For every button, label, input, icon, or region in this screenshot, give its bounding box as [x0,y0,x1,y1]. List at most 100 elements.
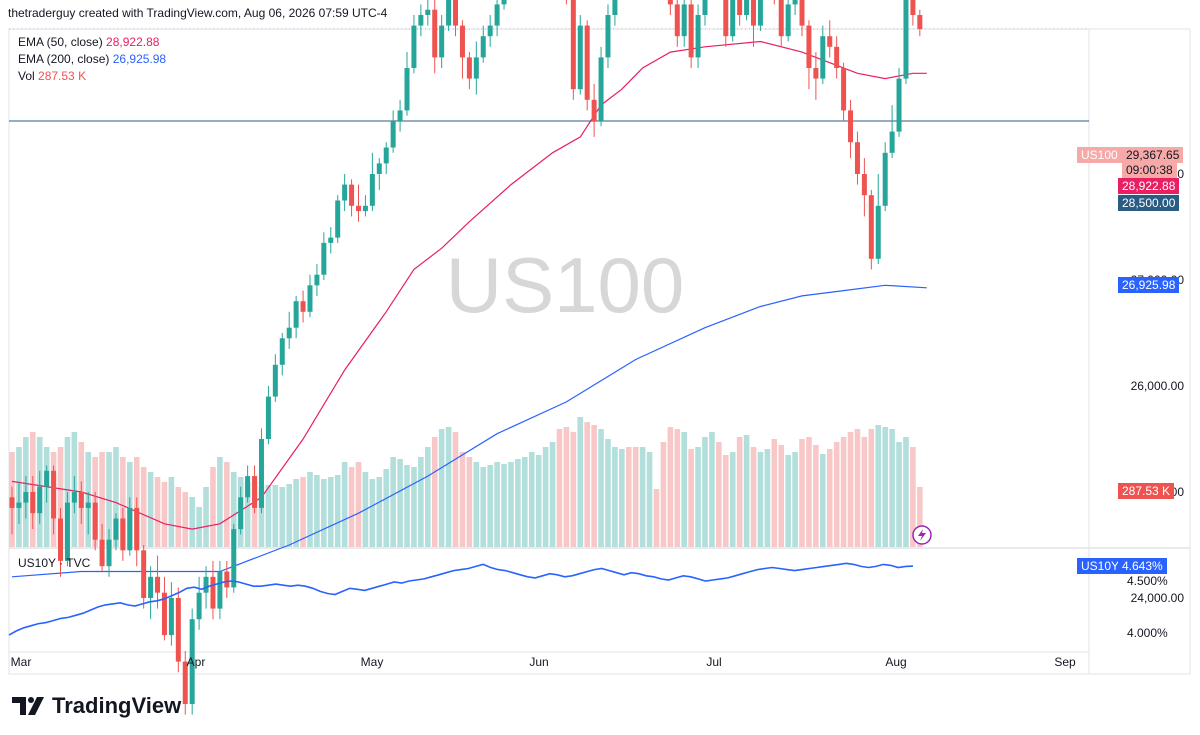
candle-body [321,242,327,275]
volume-bar [154,477,161,547]
candle [9,486,15,535]
volume-bar [390,457,396,547]
volume-bar [452,432,459,547]
volume-bar [528,452,535,547]
candle [16,481,22,524]
volume-bar [515,459,521,547]
chart-frame [8,28,1191,675]
volume-bar [480,467,487,547]
volume-bar [57,447,64,547]
candle [834,36,840,79]
candle-body [293,301,299,328]
legend-vol-label: Vol [18,69,35,83]
candle-body [245,476,251,498]
candle [362,195,368,217]
candle-body [120,518,126,551]
legend-ema200-value: 26,925.98 [112,52,167,66]
candle-body [834,46,840,68]
candle-body [134,507,140,551]
volume-bar [307,472,313,547]
volume-bar [501,464,507,547]
alert-icon[interactable] [912,525,932,545]
candle [820,25,826,84]
candle [854,131,860,185]
candle-body [446,0,452,26]
candle [71,476,77,514]
candle [127,497,133,556]
candle [723,0,729,47]
volume-bar [910,447,916,547]
volume-bar [820,454,826,547]
candle-body [688,4,694,58]
price-axis[interactable]: 31,000.0030,000.0028,000.0027,000.0026,0… [1127,0,1184,640]
candle-body [307,285,313,312]
volume-bar [438,429,445,547]
candle [120,507,126,561]
volume-bar [334,475,341,547]
legend-vol[interactable]: Vol 287.53 K [18,69,86,83]
candle [314,264,320,296]
candle [439,15,445,68]
candle [217,560,223,620]
candle [868,189,874,270]
candle-body [148,576,154,598]
volume-bar [736,437,743,547]
candle [598,46,604,127]
volume-bar [619,449,625,547]
candle [404,52,410,116]
candle [612,0,618,26]
legend-vol-value: 287.53 K [38,69,87,83]
candle [51,465,57,535]
tradingview-logo-text: TradingView [52,693,182,718]
volume-bar [570,432,577,547]
legend-us10y[interactable]: US10Y · TVC [18,556,90,570]
symbol-tag: US100 [1077,147,1122,163]
candle [44,465,50,503]
legend-ema200[interactable]: EMA (200, close) 26,925.98 [18,52,166,66]
candle [252,465,258,514]
volume-bar [140,467,147,547]
candle [37,470,43,524]
volume-bar [418,457,424,547]
candle-body [439,25,445,58]
volume-bar [535,455,542,547]
candles [9,0,923,715]
candle-body [397,110,403,121]
candle-body [903,0,909,79]
volume-bar [404,465,410,547]
candle-body [792,0,798,5]
candle-body [702,0,708,15]
candle-body [411,25,417,69]
candle [258,428,264,514]
candle [238,486,244,535]
volume-bar [875,425,882,547]
candle-body [896,78,902,132]
candle-body [757,0,763,26]
candle-body [99,539,105,567]
candle [896,68,902,137]
candle [196,576,202,630]
candle [903,0,909,84]
volume-bar [917,487,923,547]
candle [134,497,140,567]
volume-bar [868,429,875,547]
candle [792,0,798,15]
candle-body [917,15,923,30]
candle-body [300,301,306,312]
candle [848,99,854,159]
tradingview-logo[interactable]: TradingView [12,693,181,719]
candle-body [737,0,743,16]
candle [168,582,174,646]
candle [737,0,743,26]
volume-bar [639,447,646,547]
candle-body [210,576,216,609]
candle [64,492,70,567]
candle [584,20,590,111]
volume-bar [799,439,805,547]
legend-ema50[interactable]: EMA (50, close) 28,922.88 [18,35,159,49]
time-axis[interactable]: Mar Apr May Jun Jul Aug Sep [11,655,1076,669]
volume-bar [903,437,909,547]
volume-bar [341,462,348,547]
candle-body [473,57,479,79]
